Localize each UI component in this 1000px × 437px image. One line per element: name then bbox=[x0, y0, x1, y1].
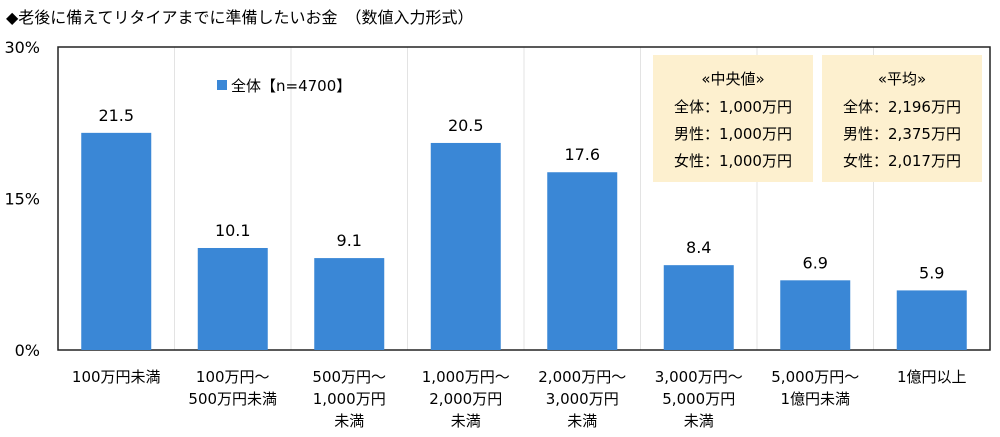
x-tick-line: 1,000万円 bbox=[313, 390, 386, 408]
x-tick-line: 未満 bbox=[334, 412, 364, 430]
x-tick-line: 1,000万円～ bbox=[422, 368, 510, 386]
bar bbox=[547, 172, 618, 350]
x-tick-line: 3,000万円 bbox=[546, 390, 619, 408]
annotation-line: 女性：2,017万円 bbox=[843, 152, 961, 170]
annotation-title: «中央値» bbox=[701, 70, 764, 88]
data-label: 5.9 bbox=[919, 263, 944, 282]
x-tick-label: 1億円以上 bbox=[897, 368, 967, 386]
bar bbox=[430, 142, 501, 350]
x-tick-line: 100万円～ bbox=[196, 368, 270, 386]
annotation-title: «平均» bbox=[878, 70, 926, 88]
x-tick-line: 5,000万円～ bbox=[771, 368, 859, 386]
bar bbox=[197, 247, 268, 350]
data-label: 20.5 bbox=[448, 116, 484, 135]
annotation-line: 女性：1,000万円 bbox=[674, 152, 792, 170]
x-tick-label: 100万円未満 bbox=[72, 368, 161, 386]
x-tick-line: 500万円未満 bbox=[188, 390, 277, 408]
x-tick-line: 1億円未満 bbox=[780, 390, 850, 408]
data-label: 8.4 bbox=[686, 238, 711, 257]
x-tick-line: 500万円～ bbox=[312, 368, 386, 386]
legend-label: 全体【n=4700】 bbox=[231, 77, 351, 95]
x-tick-line: 1億円以上 bbox=[897, 368, 967, 386]
x-tick-line: 2,000万円 bbox=[429, 390, 502, 408]
x-tick-line: 未満 bbox=[684, 412, 714, 430]
x-tick-line: 2,000万円～ bbox=[538, 368, 626, 386]
bar bbox=[780, 280, 851, 350]
y-tick-label: 30% bbox=[4, 38, 40, 57]
bar bbox=[314, 258, 385, 350]
annotation-background bbox=[653, 55, 813, 182]
chart-title: ◆老後に備えてリタイアまでに準備したいお金 （数値入力形式） bbox=[6, 8, 474, 27]
plot-frame bbox=[57, 46, 991, 351]
x-tick-line: 未満 bbox=[451, 412, 481, 430]
x-tick-line: 3,000万円～ bbox=[655, 368, 743, 386]
x-tick-line: 5,000万円 bbox=[662, 390, 735, 408]
legend: 全体【n=4700】 bbox=[217, 77, 351, 95]
data-label: 6.9 bbox=[803, 253, 828, 272]
annotation-background bbox=[822, 55, 982, 182]
legend-swatch bbox=[217, 80, 227, 90]
x-tick-line: 100万円未満 bbox=[72, 368, 161, 386]
y-tick-label: 0% bbox=[15, 341, 40, 360]
data-label: 21.5 bbox=[98, 106, 134, 125]
annotation-line: 男性：1,000万円 bbox=[674, 125, 792, 143]
x-tick-label: 5,000万円～ 1億円未満 bbox=[771, 368, 859, 408]
bar bbox=[896, 290, 967, 350]
data-label: 17.6 bbox=[564, 145, 600, 164]
annotation-line: 男性：2,375万円 bbox=[843, 125, 961, 143]
data-label: 9.1 bbox=[337, 231, 362, 250]
bar bbox=[663, 265, 734, 350]
annotation-line: 全体：2,196万円 bbox=[843, 98, 961, 116]
annotation-line: 全体：1,000万円 bbox=[674, 98, 792, 116]
bar bbox=[81, 132, 152, 350]
x-tick-line: 未満 bbox=[567, 412, 597, 430]
x-tick-label: 100万円～ 500万円未満 bbox=[188, 368, 277, 408]
data-label: 10.1 bbox=[215, 221, 251, 240]
y-tick-label: 15% bbox=[4, 190, 40, 209]
